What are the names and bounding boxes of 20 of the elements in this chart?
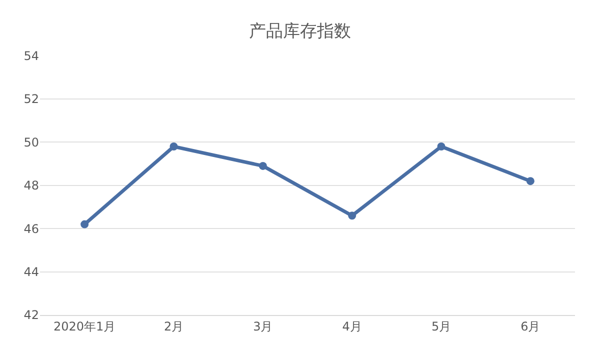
y-tick-label: 46 xyxy=(24,222,39,236)
point xyxy=(258,162,267,170)
x-tick-label: 6月 xyxy=(520,319,540,334)
point xyxy=(526,177,534,186)
y-tick-label: 54 xyxy=(24,48,39,63)
x-tick-label: 4月 xyxy=(342,319,362,334)
y-tick-label: 44 xyxy=(24,265,39,279)
chart-title: 产品库存指数 xyxy=(249,21,351,42)
y-tick-label: 48 xyxy=(24,178,39,193)
y-tick-label: 50 xyxy=(24,135,39,150)
point xyxy=(170,142,178,151)
x-tick-label: 2020年1月 xyxy=(53,319,116,334)
x-tick-label: 5月 xyxy=(431,319,452,334)
x-tick-label: 3月 xyxy=(253,319,273,334)
y-tick-label: 42 xyxy=(24,308,39,322)
point xyxy=(80,220,89,228)
x-tick-label: 2月 xyxy=(164,319,184,334)
y-tick-label: 52 xyxy=(24,92,39,106)
point xyxy=(437,142,446,151)
point xyxy=(348,212,356,220)
